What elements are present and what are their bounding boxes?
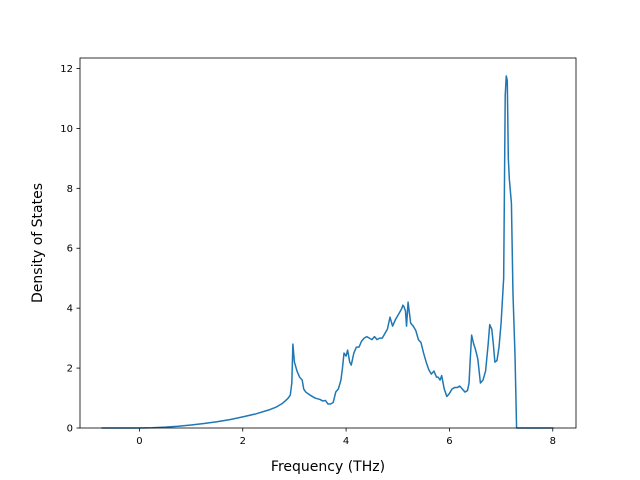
x-tick-label: 6 — [446, 436, 452, 447]
y-tick-label: 2 — [67, 364, 73, 375]
y-tick-label: 10 — [60, 124, 73, 135]
x-tick-label: 2 — [240, 436, 246, 447]
plot-frame — [79, 57, 577, 429]
y-tick-label: 4 — [67, 304, 73, 315]
dos-series-line — [101, 75, 554, 429]
x-tick-label: 4 — [343, 436, 349, 447]
y-axis-label: Density of States — [30, 183, 46, 303]
y-tick-label: 12 — [60, 64, 73, 75]
x-tick-label: 0 — [136, 436, 142, 447]
y-tick-label: 8 — [67, 184, 73, 195]
y-tick-label: 6 — [67, 244, 73, 255]
x-axis-label: Frequency (THz) — [271, 459, 385, 475]
ticks-layer: 0 2 4 6 8 0 2 4 6 8 10 12 — [60, 64, 556, 447]
x-tick-label: 8 — [550, 436, 556, 447]
y-tick-label: 0 — [67, 424, 73, 435]
